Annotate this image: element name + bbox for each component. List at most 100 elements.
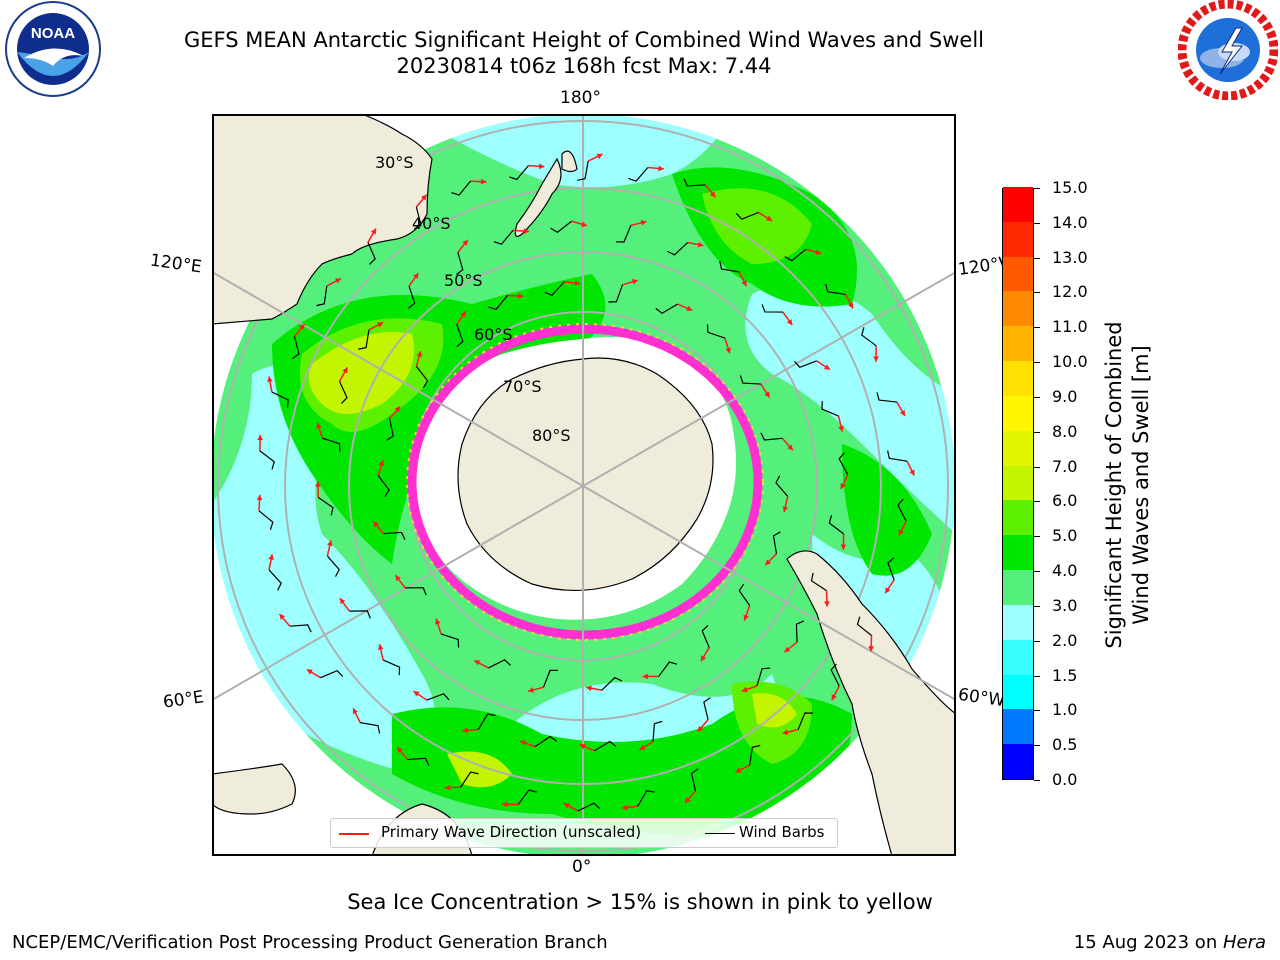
wind-barb xyxy=(821,401,839,417)
wave-arrow-head xyxy=(377,322,384,328)
colorbar-tick xyxy=(1034,188,1040,189)
wind-barb xyxy=(667,242,689,256)
wind-barb xyxy=(322,437,341,452)
wave-arrow-head xyxy=(685,797,691,803)
wind-barb xyxy=(488,295,508,311)
wind-barb xyxy=(509,165,529,181)
wind-barb xyxy=(775,475,789,497)
colorbar-segment xyxy=(1003,430,1033,466)
wave-arrow-head xyxy=(416,351,423,357)
wave-arrow-head xyxy=(523,228,529,235)
colorbar-segment xyxy=(1003,290,1033,327)
colorbar-segment xyxy=(1003,186,1033,222)
wave-arrow-head xyxy=(520,740,527,746)
wind-barb xyxy=(577,160,589,181)
wind-barb xyxy=(706,324,726,339)
nws-logo xyxy=(1178,0,1278,100)
colorbar-segment xyxy=(1003,569,1033,605)
colorbar xyxy=(1002,186,1034,780)
wind-barb xyxy=(658,661,678,677)
wave-arrow-head xyxy=(279,613,286,620)
wave-arrow-head xyxy=(327,540,333,547)
colorbar-tick-label: 11.0 xyxy=(1052,317,1088,337)
colorbar-segment xyxy=(1003,604,1033,640)
wave-arrow-head xyxy=(782,506,789,512)
wave-arrow-head xyxy=(639,744,646,750)
wave-arrow-head xyxy=(784,646,791,653)
colorbar-tick-label: 1.0 xyxy=(1052,700,1078,720)
wave-arrow-head xyxy=(831,694,837,701)
wind-barb xyxy=(749,744,761,766)
colorbar-segment xyxy=(1003,221,1033,257)
colorbar-tick-label: 5.0 xyxy=(1052,526,1078,546)
wave-arrow-head xyxy=(413,691,420,697)
wave-arrow-head xyxy=(766,215,773,221)
colorbar-tick-label: 0.5 xyxy=(1052,735,1078,755)
wind-barb xyxy=(544,281,565,296)
wind-barb xyxy=(317,496,334,516)
wind-barb xyxy=(440,633,460,648)
colorbar-segment xyxy=(1003,639,1033,675)
colorbar-tick-label: 6.0 xyxy=(1052,491,1078,511)
wave-arrow-head xyxy=(373,521,379,528)
wind-barb xyxy=(258,510,274,531)
wind-barb xyxy=(830,663,840,687)
wind-barb xyxy=(810,572,827,592)
colorbar-tick-label: 3.0 xyxy=(1052,595,1078,615)
land-masses xyxy=(212,114,956,856)
wave-arrow-head xyxy=(397,747,403,754)
wave-arrow-head xyxy=(413,273,419,280)
lat-label-60s: 60°S xyxy=(474,325,513,344)
forecast-subtitle: 20230814 t06z 168h fcst Max: 7.44 xyxy=(396,54,772,78)
wind-barb xyxy=(793,360,817,368)
colorbar-segment xyxy=(1003,708,1033,745)
colorbar-segment xyxy=(1003,534,1033,571)
wind-barb xyxy=(383,531,406,540)
footer-date-text: 15 Aug 2023 on xyxy=(1073,932,1223,953)
colorbar-segment xyxy=(1003,465,1033,501)
wave-arrow-head xyxy=(697,241,704,248)
wind-barb xyxy=(316,285,328,307)
wave-arrow-head xyxy=(267,376,273,383)
wave-arrow-head xyxy=(898,529,904,536)
longitude-lines xyxy=(212,114,956,856)
wind-barb xyxy=(690,768,699,792)
polar-map: 30°S 40°S 50°S 60°S 70°S 80°S xyxy=(212,114,956,856)
wave-arrow-head xyxy=(847,302,854,309)
wave-arrow-head xyxy=(395,575,401,582)
wind-barb xyxy=(349,610,371,619)
colorbar-tick-label: 7.0 xyxy=(1052,456,1078,476)
wave-arrow-head xyxy=(574,280,581,286)
colorbar-tick-label: 14.0 xyxy=(1052,212,1088,232)
wind-barb xyxy=(761,304,783,313)
wind-barb xyxy=(268,569,282,591)
footer-date: 15 Aug 2023 on Hera xyxy=(1074,932,1266,953)
wind-barb xyxy=(550,220,573,233)
wind-barb xyxy=(271,391,289,408)
wind-barb xyxy=(594,740,617,752)
wind-barb xyxy=(407,757,430,766)
wave-arrow-head xyxy=(909,469,915,476)
lat-label-50s: 50°S xyxy=(444,271,483,290)
wave-arrow-head xyxy=(528,687,534,693)
wave-arrow-head xyxy=(394,406,401,413)
colorbar-segment xyxy=(1003,499,1033,536)
wave-arrow-head xyxy=(735,767,742,773)
wind-barb xyxy=(856,616,872,636)
wave-arrow-head xyxy=(631,279,638,285)
wave-arrow-head xyxy=(686,305,693,311)
lon-label-180: 180° xyxy=(560,88,601,108)
wave-arrow-head xyxy=(709,191,716,198)
wave-arrow-head xyxy=(586,685,592,692)
wind-barb xyxy=(456,324,464,348)
wind-barb xyxy=(488,659,511,669)
wave-arrow-head xyxy=(640,220,647,226)
wind-barb xyxy=(655,303,678,315)
colorbar-tick-label: 1.5 xyxy=(1052,665,1078,685)
wave-arrow-head xyxy=(334,278,341,284)
wave-arrow-head xyxy=(502,801,508,808)
wave-arrow-head xyxy=(899,409,905,416)
wave-arrow-head xyxy=(420,194,427,201)
wind-barb xyxy=(460,771,479,788)
wind-barb xyxy=(825,283,846,295)
